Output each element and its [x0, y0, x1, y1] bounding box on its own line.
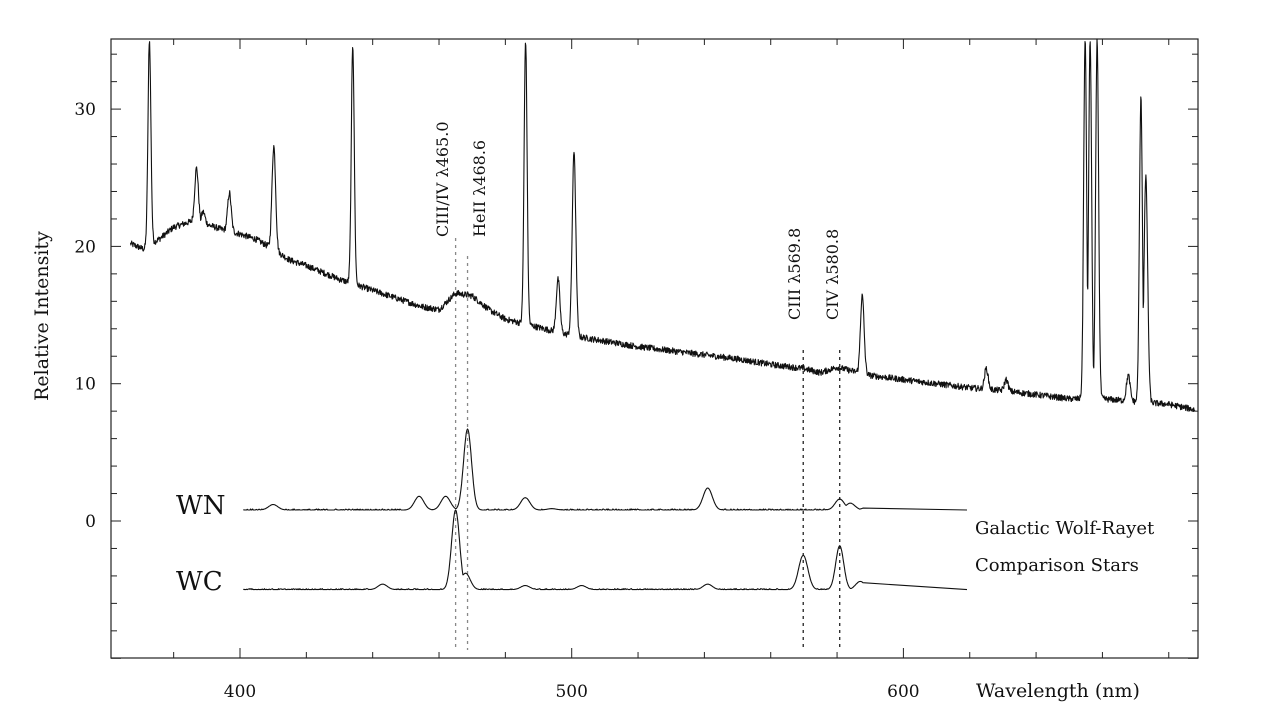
plot-frame [110, 38, 1199, 659]
annotation-label: CIII λ569.8 [785, 228, 804, 320]
x-tick-label: 400 [224, 682, 256, 702]
axis-ticks [111, 39, 1198, 659]
y-axis-title: Relative Intensity [31, 231, 53, 401]
line-annotations: CIII/IV λ465.0 HeII λ468.6 CIII λ569.8 CIV … [433, 122, 842, 321]
y-tick-label: 20 [74, 237, 96, 257]
note-line-1: Galactic Wolf-Rayet [975, 518, 1155, 539]
wc-series-label: WC [176, 567, 223, 597]
main-spectrum-line [129, 38, 1196, 412]
wn-spectrum-line [243, 428, 968, 511]
y-tick-label: 30 [74, 100, 96, 120]
x-tick-labels: 400 500 600 [224, 682, 920, 702]
x-axis-title: Wavelength (nm) [976, 680, 1140, 702]
annotation-label: CIII/IV λ465.0 [433, 122, 452, 238]
note-line-2: Comparison Stars [975, 555, 1139, 576]
y-tick-label: 10 [74, 375, 96, 395]
annotation-label: HeII λ468.6 [470, 140, 489, 237]
x-tick-label: 500 [555, 682, 587, 702]
y-tick-label: 0 [85, 512, 96, 532]
annotation-label: CIV λ580.8 [823, 229, 842, 320]
y-tick-labels: 0 10 20 30 [74, 100, 96, 532]
x-tick-label: 600 [887, 682, 919, 702]
wc-spectrum-line [243, 509, 968, 591]
line-guides [454, 238, 841, 650]
wn-series-label: WN [176, 491, 225, 521]
